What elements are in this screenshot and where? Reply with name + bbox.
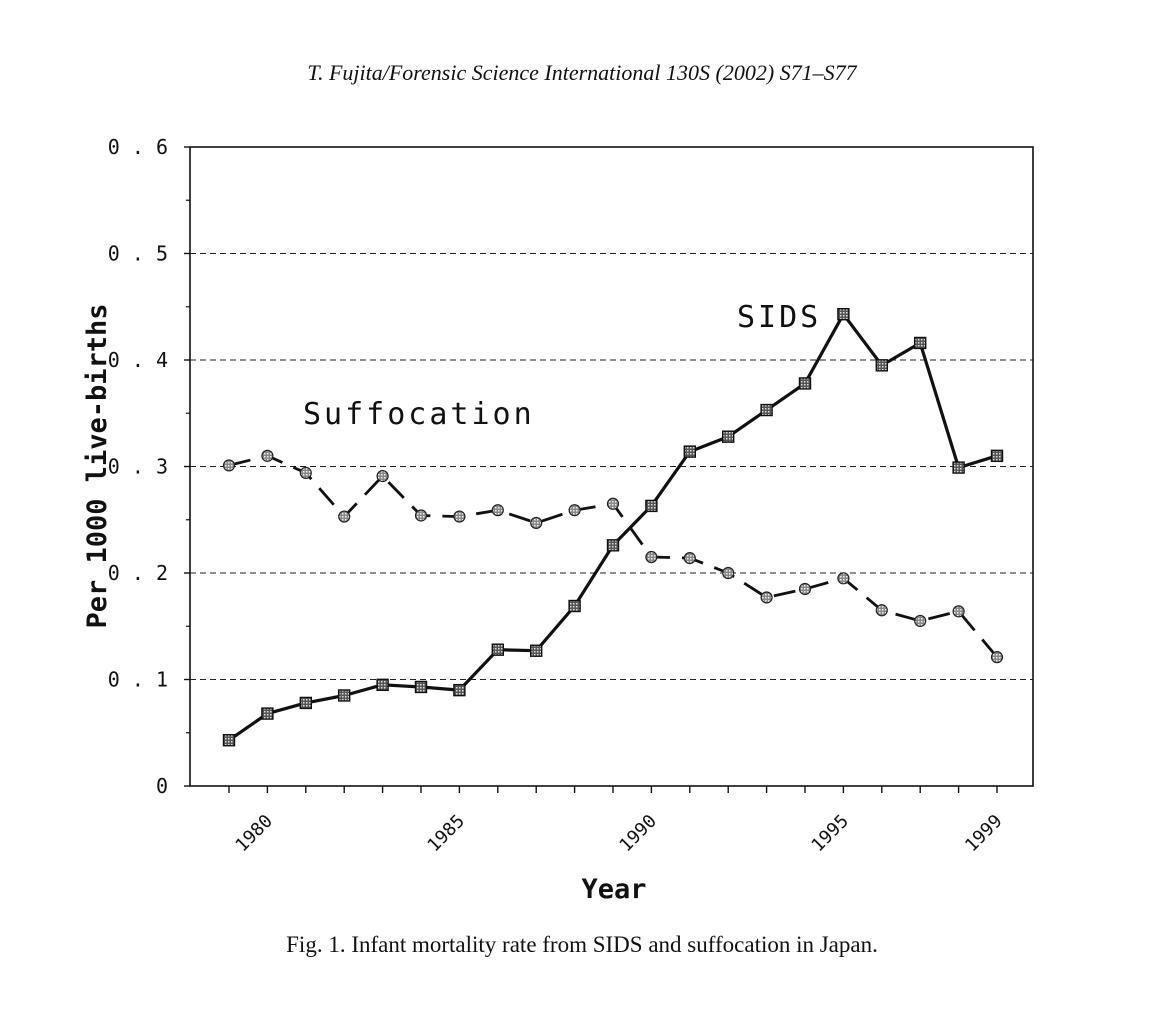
data-point-sids bbox=[530, 644, 543, 657]
data-point-sids bbox=[875, 359, 888, 372]
y-tick-label: 0 bbox=[156, 774, 168, 798]
data-point-sids bbox=[261, 707, 274, 720]
data-point-suffocation bbox=[299, 466, 312, 479]
y-axis-title: Per 1000 live-births bbox=[82, 303, 113, 628]
data-point-suffocation bbox=[222, 459, 236, 472]
x-tick-label: 1999 bbox=[961, 811, 1007, 857]
data-point-suffocation bbox=[414, 509, 428, 522]
data-point-sids bbox=[683, 445, 696, 458]
data-point-suffocation bbox=[376, 469, 389, 483]
series-line-suffocation bbox=[228, 454, 999, 658]
series bbox=[222, 308, 1004, 747]
y-tick-label: 0 . 3 bbox=[108, 455, 168, 479]
x-tick-label: 1985 bbox=[423, 811, 469, 857]
data-point-suffocation bbox=[606, 497, 620, 510]
gridlines bbox=[190, 253, 1033, 680]
data-point-sids bbox=[453, 683, 466, 697]
y-tick-label: 0 . 6 bbox=[108, 135, 168, 159]
data-point-suffocation bbox=[568, 504, 581, 517]
axes: 0 0 . 1 0 . 2 0 . 3 0 . 4 0 . 5 0 . 6 1980 1985 1… bbox=[108, 135, 1007, 856]
data-point-sids bbox=[914, 336, 927, 350]
journal-header: T. Fujita/Forensic Science International… bbox=[307, 60, 857, 85]
data-point-sids bbox=[760, 403, 773, 417]
y-tick-label: 0 . 2 bbox=[108, 561, 168, 585]
data-point-sids bbox=[645, 499, 658, 513]
data-point-sids bbox=[990, 449, 1004, 463]
data-point-sids bbox=[722, 430, 735, 443]
data-point-suffocation bbox=[722, 566, 735, 580]
data-point-suffocation bbox=[530, 516, 543, 530]
x-axis-title: Year bbox=[581, 874, 646, 905]
data-point-suffocation bbox=[261, 449, 274, 462]
data-point-suffocation bbox=[491, 504, 504, 517]
data-point-sids bbox=[414, 680, 428, 694]
y-tick-label: 0 . 5 bbox=[108, 242, 168, 266]
data-point-sids bbox=[798, 377, 812, 390]
data-point-suffocation bbox=[760, 591, 773, 604]
data-point-sids bbox=[299, 696, 312, 710]
series-label-sids: SIDS bbox=[737, 300, 821, 335]
data-point-suffocation bbox=[798, 582, 812, 596]
x-tick-label: 1995 bbox=[807, 811, 853, 857]
data-point-sids bbox=[222, 734, 236, 747]
data-point-suffocation bbox=[645, 550, 658, 564]
data-point-suffocation bbox=[952, 605, 965, 618]
data-point-sids bbox=[837, 308, 850, 321]
data-point-suffocation bbox=[453, 510, 466, 523]
y-tick-label: 0 . 1 bbox=[108, 668, 168, 692]
data-point-sids bbox=[376, 678, 389, 692]
y-tick-label: 0 . 4 bbox=[108, 348, 168, 372]
data-point-suffocation bbox=[837, 572, 850, 585]
series-line-sids bbox=[228, 312, 998, 742]
x-tick-label: 1980 bbox=[231, 811, 277, 857]
data-point-suffocation bbox=[338, 510, 351, 523]
data-point-sids bbox=[952, 461, 965, 474]
data-point-suffocation bbox=[683, 551, 696, 565]
series-label-suffocation: Suffocation bbox=[303, 397, 535, 432]
data-point-sids bbox=[606, 539, 620, 552]
data-point-sids bbox=[491, 643, 504, 656]
data-point-sids bbox=[568, 599, 581, 613]
data-point-sids bbox=[338, 689, 351, 702]
x-tick-label: 1990 bbox=[615, 811, 661, 857]
data-point-suffocation bbox=[875, 604, 888, 617]
figure-caption: Fig. 1. Infant mortality rate from SIDS … bbox=[286, 932, 878, 957]
data-point-suffocation bbox=[990, 651, 1004, 664]
data-point-suffocation bbox=[914, 614, 927, 628]
